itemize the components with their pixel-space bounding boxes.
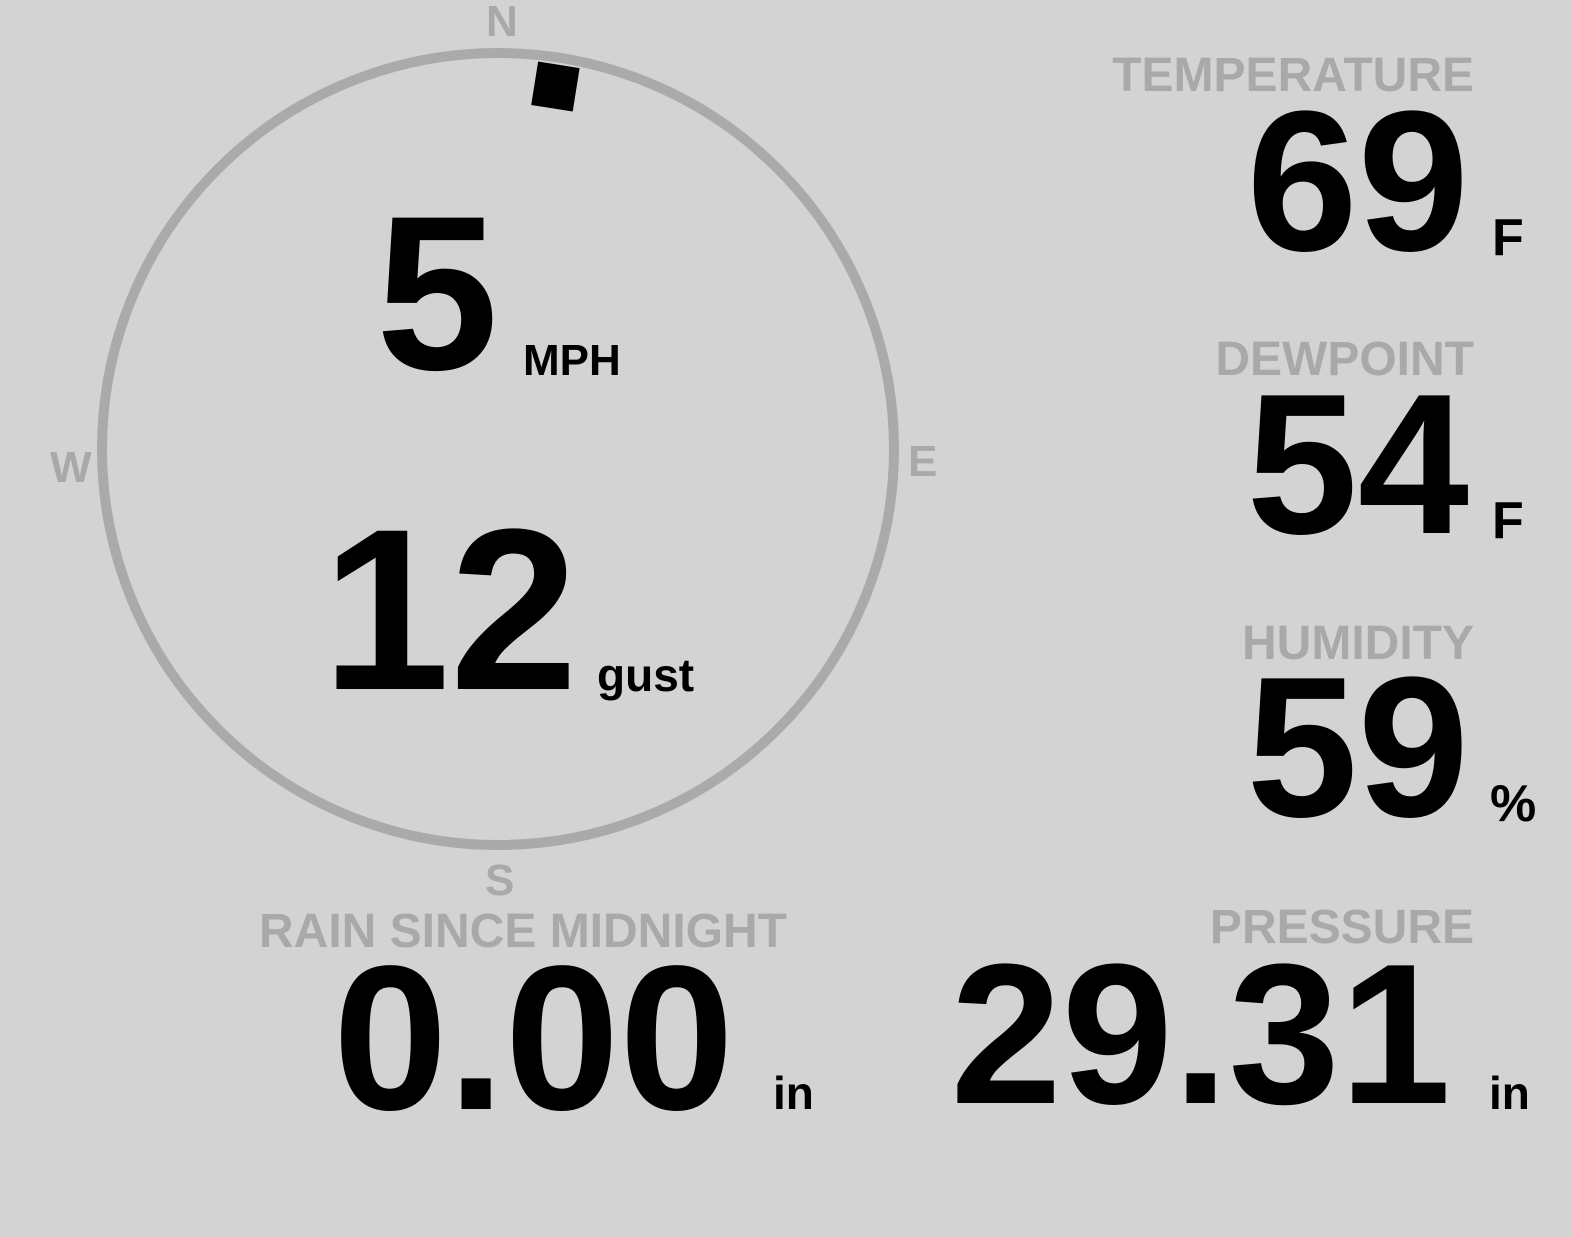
temperature-value: 69	[1246, 70, 1469, 293]
wind-speed-unit: MPH	[523, 336, 621, 385]
humidity-unit: %	[1490, 775, 1537, 833]
compass-west: W	[50, 443, 92, 492]
dewpoint-label: DEWPOINT	[1215, 333, 1474, 386]
pressure-unit: in	[1489, 1067, 1530, 1119]
wind-speed-value: 5	[376, 170, 499, 416]
compass-east: E	[908, 437, 938, 486]
compass-south: S	[485, 856, 515, 905]
wind-gust-value: 12	[322, 481, 578, 738]
dewpoint-unit: F	[1492, 492, 1524, 550]
wind-direction-marker	[531, 61, 580, 112]
compass-ring	[97, 48, 899, 850]
dewpoint-value: 54	[1246, 353, 1469, 576]
pressure-value: 29.31	[950, 923, 1452, 1146]
humidity-label: HUMIDITY	[1242, 617, 1474, 670]
wind-gust-label: gust	[597, 649, 695, 701]
rain-unit: in	[773, 1067, 814, 1119]
temperature-label: TEMPERATURE	[1112, 49, 1474, 102]
compass-north: N	[486, 0, 518, 46]
humidity-value: 59	[1246, 636, 1469, 859]
rain-value: 0.00	[333, 923, 734, 1153]
pressure-label: PRESSURE	[1209, 901, 1474, 954]
temperature-unit: F	[1492, 209, 1524, 267]
rain-label: RAIN SINCE MIDNIGHT	[259, 905, 787, 958]
